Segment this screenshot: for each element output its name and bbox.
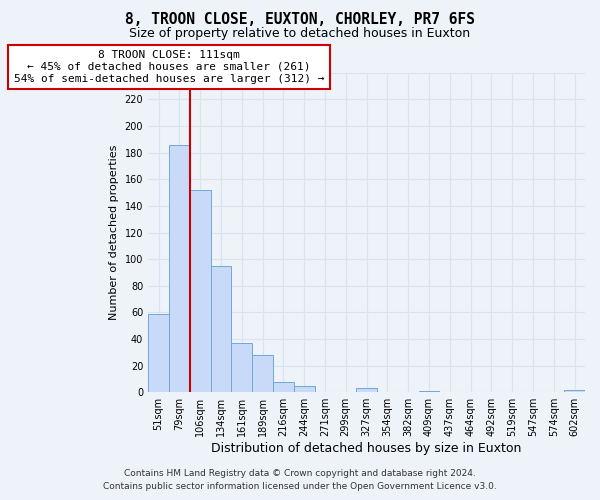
Bar — [232, 343, 252, 392]
Y-axis label: Number of detached properties: Number of detached properties — [109, 145, 119, 320]
Bar — [356, 388, 377, 392]
Bar — [564, 390, 585, 392]
Bar — [273, 382, 294, 392]
Text: Size of property relative to detached houses in Euxton: Size of property relative to detached ho… — [130, 28, 470, 40]
Text: 8 TROON CLOSE: 111sqm
← 45% of detached houses are smaller (261)
54% of semi-det: 8 TROON CLOSE: 111sqm ← 45% of detached … — [14, 50, 324, 84]
Bar — [294, 386, 314, 392]
Bar — [211, 266, 232, 392]
Bar — [169, 144, 190, 392]
Bar — [148, 314, 169, 392]
Bar — [419, 391, 439, 392]
Text: Contains HM Land Registry data © Crown copyright and database right 2024.
Contai: Contains HM Land Registry data © Crown c… — [103, 470, 497, 491]
Bar — [190, 190, 211, 392]
X-axis label: Distribution of detached houses by size in Euxton: Distribution of detached houses by size … — [211, 442, 522, 455]
Text: 8, TROON CLOSE, EUXTON, CHORLEY, PR7 6FS: 8, TROON CLOSE, EUXTON, CHORLEY, PR7 6FS — [125, 12, 475, 28]
Bar — [252, 355, 273, 392]
